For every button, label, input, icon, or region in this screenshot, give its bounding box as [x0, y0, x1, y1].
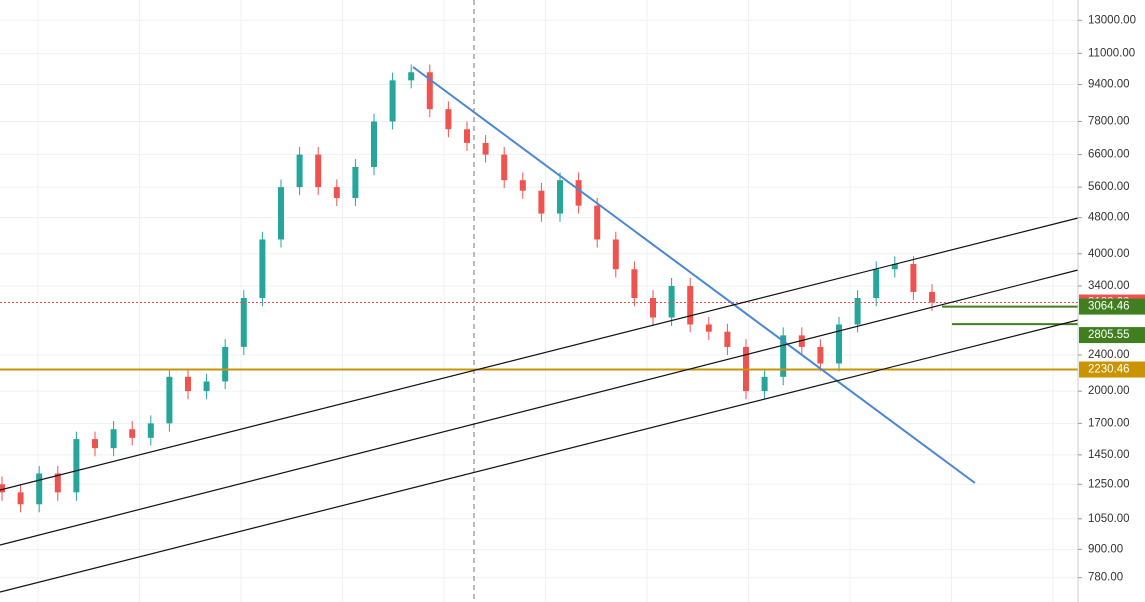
candle-body	[910, 263, 917, 292]
candle-body	[73, 439, 80, 493]
candle-body	[0, 484, 5, 493]
y-tick-label: 3400.00	[1088, 280, 1130, 292]
candle-body	[278, 187, 284, 240]
trend-line	[412, 66, 976, 484]
candle-body	[724, 331, 731, 347]
candle-body	[519, 180, 526, 191]
price-tag	[1079, 361, 1145, 378]
candle-body	[17, 492, 24, 505]
price-tag-label: 3064.46	[1088, 301, 1130, 313]
candle-body	[761, 376, 768, 392]
price-tag	[1079, 298, 1145, 315]
candle-body	[650, 298, 656, 318]
channel-line	[0, 269, 1079, 546]
candle-body	[482, 142, 489, 155]
candle-body	[445, 109, 452, 130]
candle-body	[538, 190, 545, 214]
channel-line	[0, 217, 1079, 491]
candle-body	[575, 180, 582, 206]
candle-body	[54, 473, 61, 493]
y-tick-label: 900.00	[1088, 543, 1123, 555]
y-tick-label: 780.00	[1088, 572, 1123, 584]
candle-body	[166, 376, 173, 424]
y-tick-label: 6600.00	[1088, 149, 1130, 161]
candle-body	[129, 429, 136, 438]
candle-body	[501, 154, 508, 181]
price-tag-label: 2230.46	[1088, 364, 1130, 376]
candle-body	[891, 263, 898, 270]
candle-body	[705, 324, 712, 332]
candle-body	[817, 346, 824, 364]
candle-body	[612, 239, 619, 270]
candle-body	[408, 72, 415, 81]
candle-body	[836, 324, 842, 364]
candle-body	[110, 429, 117, 449]
y-tick-label: 2400.00	[1088, 349, 1130, 361]
candle-body	[222, 346, 229, 382]
y-tick-label: 5600.00	[1088, 181, 1130, 193]
candle-body	[594, 205, 601, 240]
y-tick-label: 13000.00	[1088, 14, 1136, 26]
candle-body	[557, 180, 563, 214]
candle-body	[333, 187, 340, 199]
price-tag-label: 2805.55	[1088, 329, 1130, 341]
candle-body	[780, 335, 787, 377]
candle-body	[352, 166, 359, 199]
candle-body	[240, 298, 247, 347]
candle-body	[36, 473, 43, 505]
drawings	[0, 66, 1079, 593]
y-tick-label: 1700.00	[1088, 417, 1130, 429]
candle-body	[631, 269, 638, 299]
channel-line	[0, 319, 1079, 593]
candle-body	[873, 269, 880, 299]
candle-body	[929, 291, 935, 303]
candle-body	[92, 439, 98, 449]
candle-body	[687, 286, 694, 325]
candle-body	[203, 381, 210, 392]
y-tick-label: 4000.00	[1088, 248, 1130, 260]
candle-body	[464, 129, 470, 143]
y-tick-label: 2000.00	[1088, 385, 1130, 397]
y-tick-label: 11000.00	[1088, 47, 1135, 59]
y-tick-label: 9400.00	[1088, 79, 1130, 91]
candle-body	[371, 121, 377, 167]
candle-body	[185, 376, 191, 392]
candle-body	[798, 335, 805, 347]
candle-body	[259, 239, 266, 299]
y-tick-label: 7800.00	[1088, 116, 1130, 128]
candle-body	[426, 72, 433, 110]
candle-body	[668, 286, 675, 318]
y-tick-label: 1050.00	[1088, 513, 1130, 525]
y-tick-label: 1250.00	[1088, 478, 1130, 490]
candle-body	[854, 298, 861, 325]
candle-body	[389, 80, 396, 122]
price-tag	[1079, 327, 1145, 344]
y-tick-label: 4800.00	[1088, 212, 1130, 224]
candle-body	[147, 423, 154, 438]
y-tick-label: 1450.00	[1088, 449, 1130, 461]
candle-body	[296, 154, 303, 188]
candle-body	[315, 154, 322, 188]
